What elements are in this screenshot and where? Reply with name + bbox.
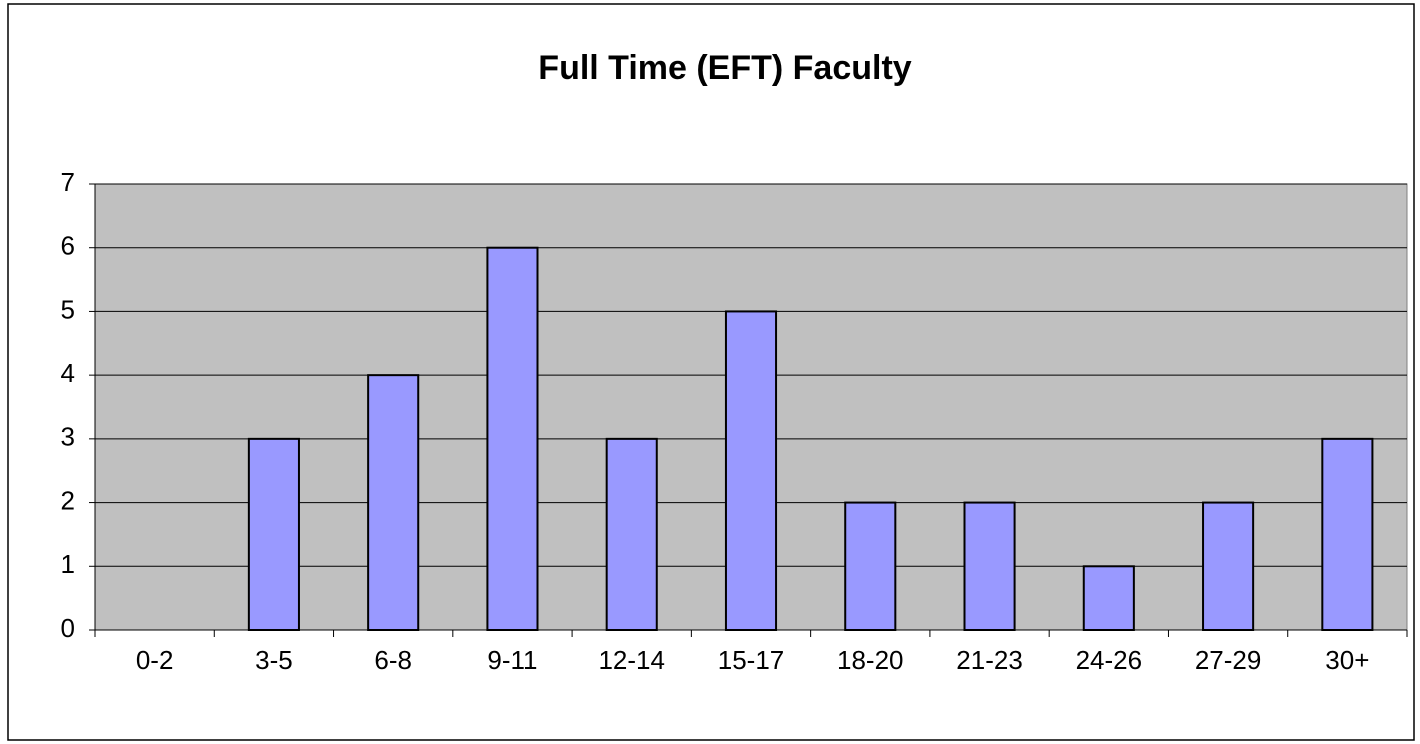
y-tick-label: 4 — [61, 358, 75, 388]
bar — [1202, 501, 1255, 632]
chart-title: Full Time (EFT) Faculty — [538, 49, 911, 87]
x-tick-label: 15-17 — [718, 645, 785, 675]
y-tick-label: 1 — [61, 549, 75, 579]
y-tick-label: 6 — [61, 231, 75, 261]
x-tick-label: 6-8 — [374, 645, 412, 675]
x-tick-label: 30+ — [1325, 645, 1369, 675]
bar — [247, 437, 300, 631]
y-tick-label: 3 — [61, 422, 75, 452]
bar — [367, 374, 420, 631]
x-tick-label: 3-5 — [255, 645, 293, 675]
x-tick-label: 12-14 — [598, 645, 665, 675]
bar — [605, 437, 658, 631]
bar — [486, 246, 539, 631]
y-tick-label: 5 — [61, 294, 75, 324]
y-tick-label: 7 — [61, 167, 75, 197]
bar — [1321, 437, 1374, 631]
x-tick-label: 18-20 — [837, 645, 904, 675]
x-tick-label: 9-11 — [487, 645, 537, 675]
y-tick-label: 2 — [61, 485, 75, 515]
x-tick-label: 27-29 — [1195, 645, 1262, 675]
bar — [724, 310, 778, 631]
bar — [1082, 565, 1135, 631]
y-tick-label: 0 — [61, 613, 75, 643]
bar — [844, 501, 897, 632]
x-tick-label: 21-23 — [956, 645, 1023, 675]
x-tick-label: 0-2 — [136, 645, 174, 675]
x-tick-label: 24-26 — [1076, 645, 1143, 675]
bar — [963, 501, 1016, 632]
